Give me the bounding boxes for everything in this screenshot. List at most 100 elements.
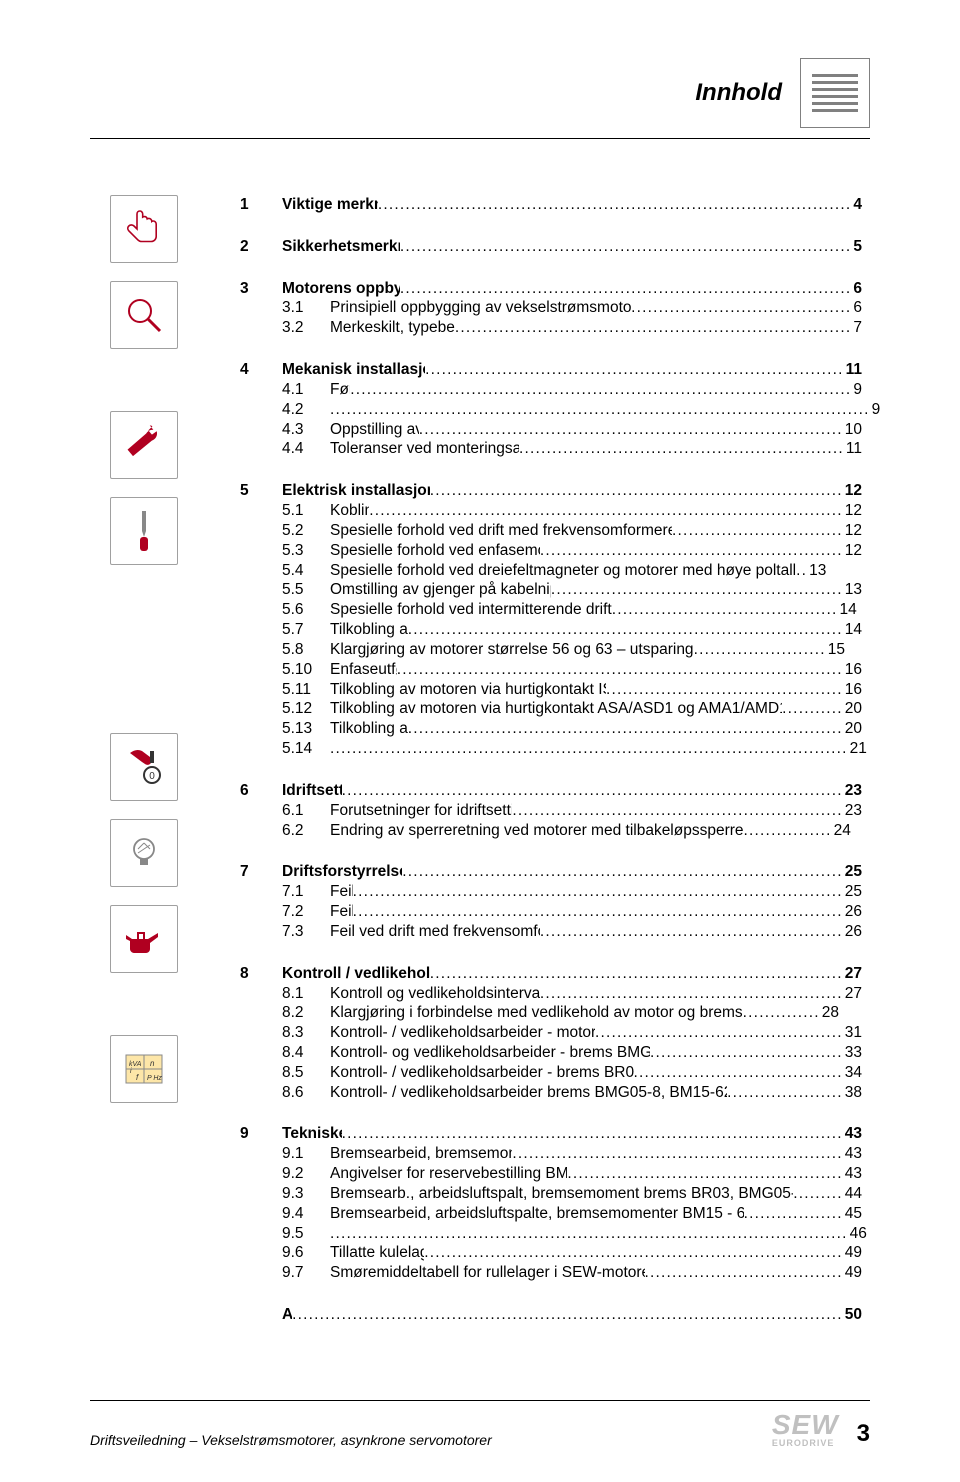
toc-row[interactable]: 5.7Tilkobling av motoren................…: [240, 620, 862, 640]
toc-row[interactable]: 4.1Før du begynner......................…: [240, 380, 862, 400]
toc-row[interactable]: 9.2Angivelser for reservebestilling BMG0…: [240, 1164, 862, 1184]
toc-page: 14: [840, 600, 857, 620]
toc-dots: ................: [744, 821, 832, 841]
toc-row[interactable]: 9.7Smøremiddeltabell for rullelager i SE…: [240, 1263, 862, 1283]
page-header: Innhold: [695, 58, 870, 128]
toc-dots: ........................................…: [512, 1144, 842, 1164]
toc-row[interactable]: 4Mekanisk installasjon..................…: [240, 360, 862, 380]
toc-title: Spesielle forhold ved intermitterende dr…: [330, 600, 612, 620]
toc-num: 3.1: [282, 298, 330, 318]
toc-dots: ........................................…: [353, 882, 843, 902]
toc-num: 5.3: [282, 541, 330, 561]
toc-row[interactable]: 7.3Feil ved drift med frekvensomformer..…: [240, 922, 862, 942]
toc-num: 4.4: [282, 439, 330, 459]
toc-row[interactable]: 5.11Tilkobling av motoren via hurtigkont…: [240, 680, 862, 700]
toc-num: 9.5: [282, 1224, 330, 1244]
toc-page: 12: [845, 541, 862, 561]
switch-hand-icon: 0: [110, 733, 178, 801]
toc-row[interactable]: 5.2Spesielle forhold ved drift med frekv…: [240, 521, 862, 541]
toc-num: 9.4: [282, 1204, 330, 1224]
sew-logo: SEW EURODRIVE: [772, 1411, 839, 1448]
toc-row[interactable]: 1Viktige merknader......................…: [240, 195, 862, 215]
toc-dots: ........................................…: [330, 400, 870, 420]
toc-row[interactable]: 3.1Prinsipiell oppbygging av vekselstrøm…: [240, 298, 862, 318]
toc-row[interactable]: 8.2Klargjøring i forbindelse med vedlike…: [240, 1003, 862, 1023]
toc-row[interactable]: 5.12Tilkobling av motoren via hurtigkont…: [240, 699, 862, 719]
toc-dots: ........................................…: [567, 1164, 842, 1184]
toc-row[interactable]: 4.2Klargjøring..........................…: [240, 400, 862, 420]
toc-row[interactable]: 5.10Enfaseutførelse ET56................…: [240, 660, 862, 680]
toc-page: 45: [845, 1204, 862, 1224]
toc-row[interactable]: 8.3Kontroll- / vedlikeholdsarbeider - mo…: [240, 1023, 862, 1043]
toc-row[interactable]: 8.1Kontroll og vedlikeholdsintervaller..…: [240, 984, 862, 1004]
toc-row[interactable]: 9.6Tillatte kulelagertyper..............…: [240, 1243, 862, 1263]
toc-num: 7.2: [282, 902, 330, 922]
toc-num: 5.10: [282, 660, 330, 680]
toc-num: [240, 1305, 282, 1325]
toc-num: 5.14: [282, 739, 330, 759]
toc-row[interactable]: 9.4Bremsearbeid, arbeidsluftspalte, brem…: [240, 1204, 862, 1224]
toc-row[interactable]: 5Elektrisk installasjon.................…: [240, 481, 862, 501]
toc-row[interactable]: 6.2Endring av sperreretning ved motorer …: [240, 821, 862, 841]
toc-icon: [800, 58, 870, 128]
toc-title: Koblingsmerknader: [330, 501, 369, 521]
toc-row[interactable]: 8.6Kontroll- / vedlikeholdsarbeider brem…: [240, 1083, 862, 1103]
toc-row[interactable]: 7.2Feil på bremsen......................…: [240, 902, 862, 922]
toc-num: 9.1: [282, 1144, 330, 1164]
toc-row[interactable]: 3Motorens oppbygging....................…: [240, 279, 862, 299]
toc-row[interactable]: 9Tekniske data..........................…: [240, 1124, 862, 1144]
toc-section: 5Elektrisk installasjon.................…: [240, 481, 862, 759]
toc-page: 7: [853, 318, 862, 338]
screwdriver-icon: [110, 497, 178, 565]
toc-row[interactable]: 5.13Tilkobling av bremsen...............…: [240, 719, 862, 739]
toc-dots: ........................................…: [606, 680, 843, 700]
toc-row[interactable]: 3.2Merkeskilt, typebetegnelse...........…: [240, 318, 862, 338]
toc-page: 43: [845, 1164, 862, 1184]
toc-dots: ........................................…: [400, 279, 852, 299]
toc-title: Merkeskilt, typebetegnelse: [330, 318, 455, 338]
toc-title: Kontroll- og vedlikeholdsarbeider - brem…: [330, 1043, 650, 1063]
toc-row[interactable]: 5.5Omstilling av gjenger på kabelnipler.…: [240, 580, 862, 600]
toc-row[interactable]: 9.5Strømverdier.........................…: [240, 1224, 862, 1244]
toc-title: Forutsetninger for idriftsetting: [330, 801, 512, 821]
svg-text:kVA: kVA: [129, 1061, 142, 1068]
toc-row[interactable]: 4.3Oppstilling av motoren...............…: [240, 420, 862, 440]
toc-row[interactable]: 7.1Feil på motoren......................…: [240, 882, 862, 902]
toc-row[interactable]: Adresser................................…: [240, 1305, 862, 1325]
svg-text:0: 0: [149, 771, 155, 782]
toc-num: 5.8: [282, 640, 330, 660]
toc-num: 4.1: [282, 380, 330, 400]
toc-num: 8.6: [282, 1083, 330, 1103]
toc-row[interactable]: 9.3Bremsearb., arbeidsluftspalt, bremsem…: [240, 1184, 862, 1204]
toc-title: Bremsearbeid, arbeidsluftspalte, bremsem…: [330, 1204, 744, 1224]
toc-page: 49: [845, 1243, 862, 1263]
toc-dots: ........................................…: [397, 660, 843, 680]
toc-row[interactable]: 5.8Klargjøring av motorer størrelse 56 o…: [240, 640, 862, 660]
toc-row[interactable]: 5.4Spesielle forhold ved dreiefeltmagnet…: [240, 561, 862, 581]
magnifier-icon: [110, 281, 178, 349]
toc-row[interactable]: 2Sikkerhetsmerknader....................…: [240, 237, 862, 257]
toc-row[interactable]: 5.1Koblingsmerknader....................…: [240, 501, 862, 521]
toc-row[interactable]: 7Driftsforstyrrelser....................…: [240, 862, 862, 882]
toc-row[interactable]: 6.1Forutsetninger for idriftsetting.....…: [240, 801, 862, 821]
toc-page: 21: [850, 739, 867, 759]
toc-row[interactable]: 9.1Bremsearbeid, bremsemoment BMG02.....…: [240, 1144, 862, 1164]
toc-title: Omstilling av gjenger på kabelnipler: [330, 580, 551, 600]
toc-row[interactable]: 8.5Kontroll- / vedlikeholdsarbeider - br…: [240, 1063, 862, 1083]
toc-num: 8.1: [282, 984, 330, 1004]
toc-page: 16: [845, 660, 862, 680]
toc-row[interactable]: 5.6Spesielle forhold ved intermitterende…: [240, 600, 862, 620]
toc-row[interactable]: 8.4Kontroll- og vedlikeholdsarbeider - b…: [240, 1043, 862, 1063]
toc-title: Motorens oppbygging: [282, 279, 400, 299]
toc-page: 4: [853, 195, 862, 215]
toc-row[interactable]: 5.3Spesielle forhold ved enfasemotorer..…: [240, 541, 862, 561]
toc-row[interactable]: 6Idriftsetting..........................…: [240, 781, 862, 801]
toc-title: Tilkobling av motoren via hurtigkontakt …: [330, 699, 782, 719]
toc-page: 25: [845, 882, 862, 902]
toc-title: Idriftsetting: [282, 781, 342, 801]
toc-row[interactable]: 8Kontroll / vedlikehold.................…: [240, 964, 862, 984]
toc-title: Spesielle forhold ved dreiefeltmagneter …: [330, 561, 796, 581]
toc-row[interactable]: 5.14Ekstrautstyr........................…: [240, 739, 862, 759]
toc-row[interactable]: 4.4Toleranser ved monteringsarbeider....…: [240, 439, 862, 459]
toc-dots: ........................................…: [424, 1243, 843, 1263]
